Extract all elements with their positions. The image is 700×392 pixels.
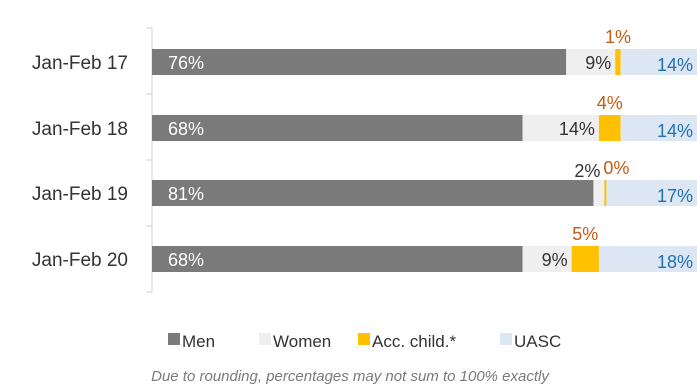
legend-label: Acc. child.* [372, 332, 456, 351]
data-label: 18% [657, 252, 693, 272]
legend-swatch [168, 333, 180, 345]
data-label: 14% [657, 121, 693, 141]
legend-item-women: Women [259, 332, 331, 351]
data-label: 81% [168, 184, 204, 204]
bar-women [566, 49, 616, 75]
legend-swatch [358, 333, 370, 345]
category-label: Jan-Feb 18 [32, 119, 128, 140]
data-label: 76% [168, 53, 204, 73]
bar-women [522, 246, 572, 272]
data-label: 17% [657, 186, 693, 206]
footnote: Due to rounding, percentages may not sum… [151, 368, 549, 385]
legend-item-acc-child: Acc. child.* [358, 332, 456, 351]
data-label: 4% [597, 93, 623, 113]
bar-women [593, 180, 605, 206]
legend-item-men: Men [168, 332, 215, 351]
data-label: 2% [574, 161, 600, 181]
legend-item-uasc: UASC [500, 332, 561, 351]
data-label: 14% [657, 55, 693, 75]
bar-acc-child [615, 49, 621, 75]
legend: Men Women Acc. child.* UASC [168, 332, 561, 351]
category-labels: Jan-Feb 17 Jan-Feb 18 Jan-Feb 19 Jan-Feb 20 [32, 53, 128, 271]
bar-men [152, 115, 523, 141]
bar-women [522, 115, 599, 141]
data-label: 0% [603, 158, 629, 178]
data-label: 68% [168, 250, 204, 270]
bar-acc-child [598, 115, 621, 141]
data-label: 5% [572, 224, 598, 244]
category-label: Jan-Feb 17 [32, 53, 128, 74]
legend-swatch [259, 333, 271, 345]
bar-acc-child [571, 246, 599, 272]
bar-uasc [598, 246, 697, 272]
bar-men [152, 49, 567, 75]
data-label: 14% [559, 119, 595, 139]
category-axis [146, 27, 153, 293]
bar-men [152, 246, 523, 272]
legend-swatch [500, 333, 512, 345]
bar-uasc [620, 115, 697, 141]
category-label: Jan-Feb 20 [32, 250, 128, 271]
legend-label: UASC [514, 332, 561, 351]
data-label: 68% [168, 119, 204, 139]
category-label: Jan-Feb 19 [32, 184, 128, 205]
legend-label: Women [273, 332, 331, 351]
data-labels: 76% 9%1%14%68% 14%4%14%81%2% 0%17%68% 9%5%18… [168, 27, 693, 272]
data-label: 1% [605, 27, 631, 47]
data-label: 9% [542, 250, 568, 270]
bar-men [152, 180, 594, 206]
bars [152, 49, 697, 272]
bar-uasc [620, 49, 697, 75]
legend-label: Men [182, 332, 215, 351]
data-label: 9% [585, 53, 611, 73]
bar-uasc [604, 180, 697, 206]
